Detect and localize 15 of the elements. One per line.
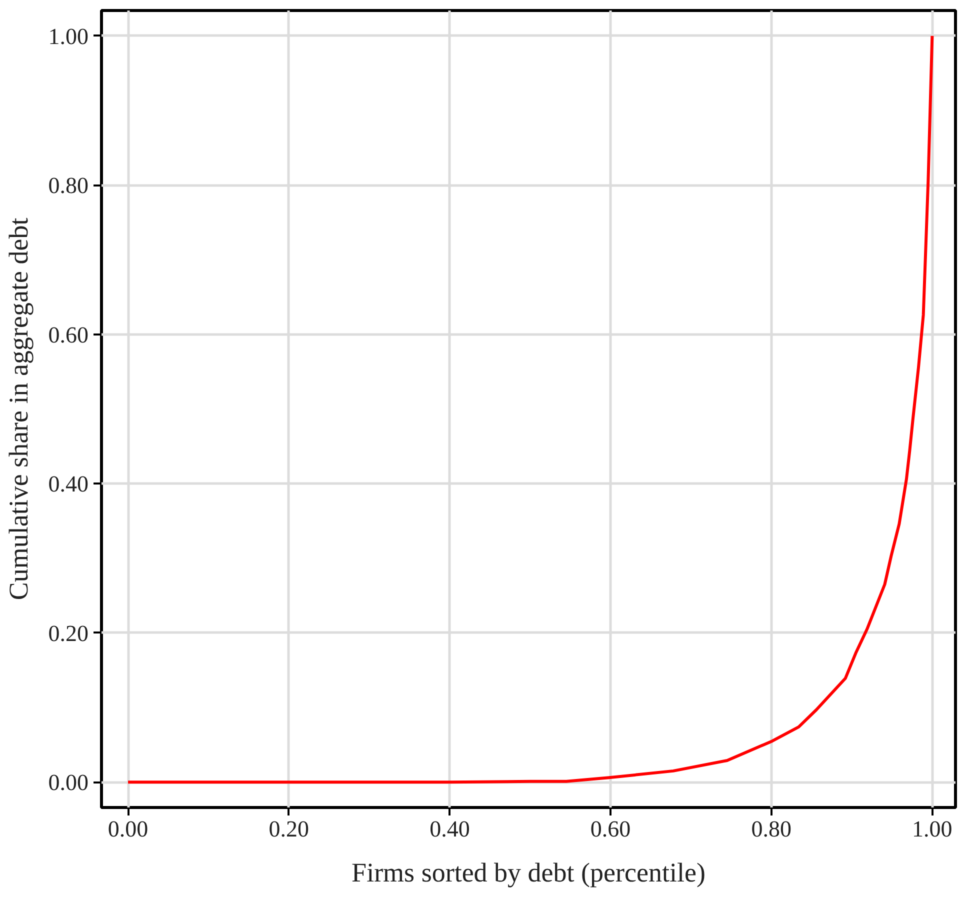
x-tick-label: 1.00 xyxy=(912,816,952,842)
y-tick-label: 1.00 xyxy=(48,24,88,49)
x-tick-label: 0.40 xyxy=(430,816,470,842)
x-tick-label: 0.60 xyxy=(590,816,631,842)
y-tick-label: 0.20 xyxy=(48,620,88,646)
y-tick-label: 0.40 xyxy=(48,472,88,497)
x-axis-title: Firms sorted by debt (percentile) xyxy=(352,858,706,888)
x-tick-label: 0.00 xyxy=(108,816,148,842)
y-tick-label: 0.00 xyxy=(48,770,88,796)
line-series xyxy=(126,34,934,784)
y-tick-label: 0.60 xyxy=(48,322,88,348)
y-tick-label: 0.80 xyxy=(48,173,88,198)
y-axis-title: Cumulative share in aggregate debt xyxy=(3,217,34,600)
x-tick-label: 0.80 xyxy=(751,816,792,842)
x-tick-label: 0.20 xyxy=(268,816,309,842)
